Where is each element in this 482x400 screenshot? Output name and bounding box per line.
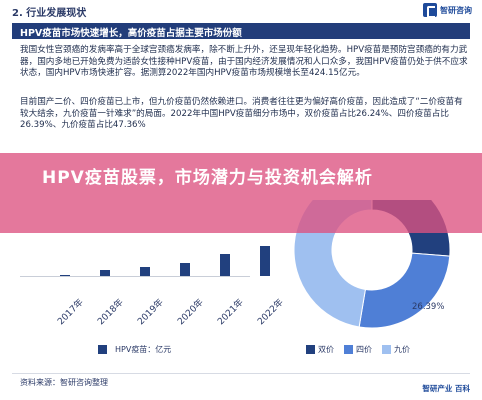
footer-logo: 智研产业 百科 bbox=[422, 384, 470, 393]
brand-logo-text: 智研咨询 bbox=[440, 5, 472, 15]
legend-swatch-quadrivalent bbox=[344, 345, 353, 354]
headline-text: HPV疫苗股票，市场潜力与投资机会解析 bbox=[42, 168, 373, 188]
donut-legend: 双价 四价 九价 bbox=[306, 344, 410, 355]
legend-swatch-nonavalent bbox=[382, 345, 391, 354]
bar-legend-label: HPV疫苗：亿元 bbox=[115, 345, 172, 354]
bar-2021年 bbox=[220, 253, 230, 276]
paragraph-2: 目前国产二价、四价疫苗已上市，但九价疫苗仍然依赖进口。消费者往往更为偏好高价疫苗… bbox=[20, 97, 463, 131]
bar-2022年 bbox=[260, 245, 270, 276]
header: 2. 行业发展现状 智研咨询 bbox=[0, 0, 482, 22]
headline-banner: HPV疫苗股票，市场潜力与投资机会解析 bbox=[0, 153, 482, 233]
section-heading-bar: HPV疫苗市场快速增长，高价疫苗占据主要市场份额 bbox=[12, 23, 470, 39]
legend-label-bivalent: 双价 bbox=[318, 345, 334, 354]
bar-chart bbox=[20, 233, 280, 323]
bar-2018年 bbox=[100, 269, 110, 276]
x-axis-line bbox=[20, 276, 250, 277]
bar-legend-swatch bbox=[98, 345, 107, 354]
footer-divider bbox=[12, 373, 470, 374]
legend-label-quadrivalent: 四价 bbox=[356, 345, 372, 354]
donut-label-quadrivalent: 26.39% bbox=[412, 302, 445, 312]
legend-item-bivalent: 双价 bbox=[306, 344, 334, 355]
bar-legend: HPV疫苗：亿元 bbox=[98, 344, 171, 355]
legend-label-nonavalent: 九价 bbox=[394, 345, 410, 354]
donut-slice-四价 bbox=[358, 252, 451, 329]
bar-2019年 bbox=[140, 266, 150, 276]
paragraph-1: 我国女性宫颈癌的发病率高于全球宫颈癌发病率，除不断上升外，还呈现年轻化趋势。HP… bbox=[20, 45, 468, 79]
section-title: 2. 行业发展现状 bbox=[12, 8, 87, 19]
bar-2017年 bbox=[60, 274, 70, 276]
bar-2020年 bbox=[180, 262, 190, 276]
brand-logo: 智研咨询 bbox=[423, 3, 472, 18]
brand-logo-icon bbox=[423, 3, 437, 18]
source-note: 资料来源：智研咨询整理 bbox=[20, 378, 108, 387]
legend-item-quadrivalent: 四价 bbox=[344, 344, 372, 355]
legend-swatch-bivalent bbox=[306, 345, 315, 354]
legend-item-nonavalent: 九价 bbox=[382, 344, 410, 355]
